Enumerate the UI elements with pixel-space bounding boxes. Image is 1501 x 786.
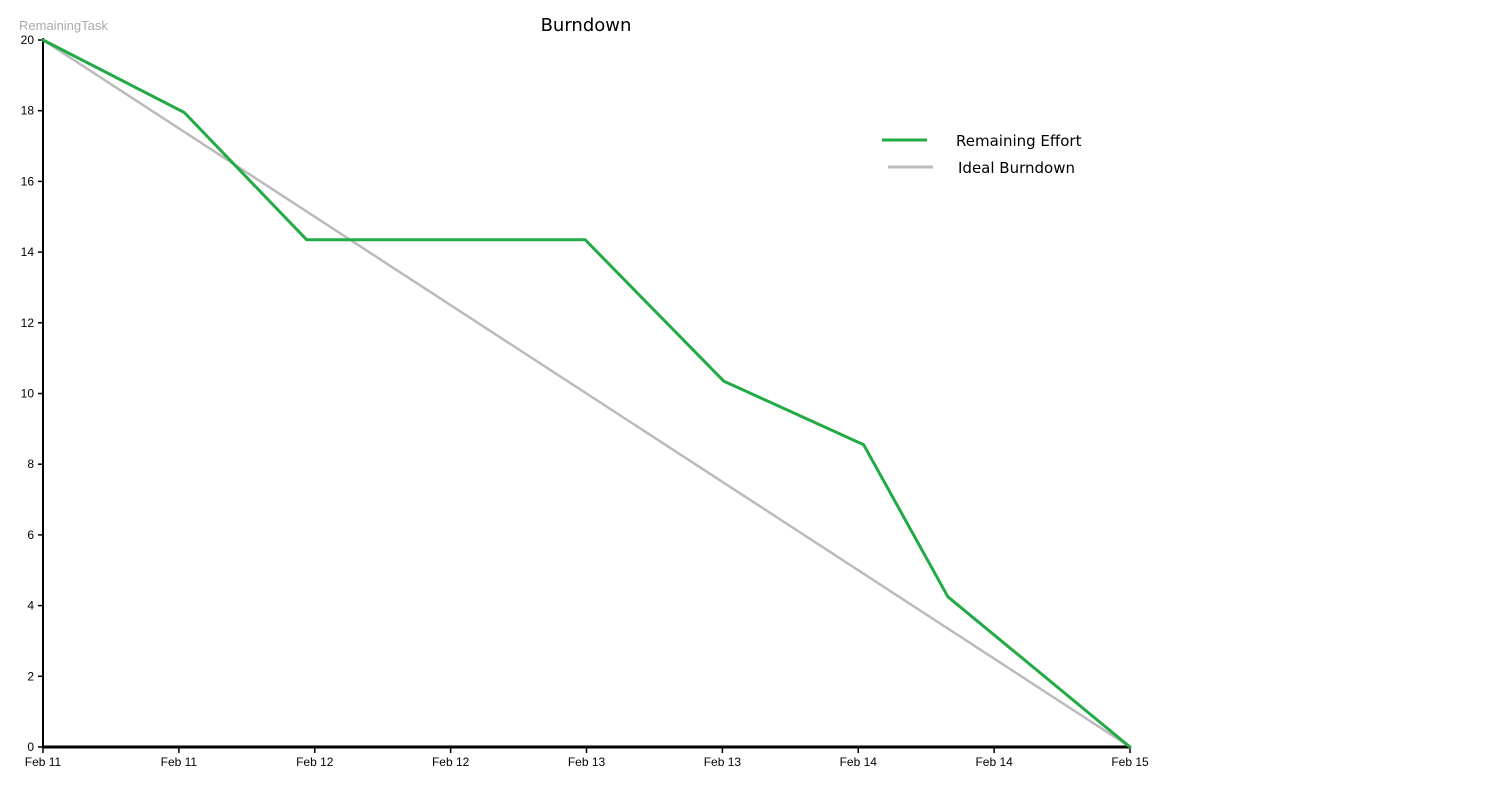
y-axis-label: RemainingTask xyxy=(19,18,108,33)
series-layer xyxy=(41,38,1132,749)
series-line-ideal-burndown xyxy=(41,38,1132,749)
x-tick-label: Feb 13 xyxy=(568,755,606,769)
y-tick-label: 10 xyxy=(21,387,35,401)
x-tick-label: Feb 14 xyxy=(975,755,1013,769)
x-tick-label: Feb 11 xyxy=(25,755,62,769)
y-tick-label: 6 xyxy=(27,528,34,542)
y-tick-label: 0 xyxy=(27,740,34,754)
y-tick-label: 2 xyxy=(27,669,34,683)
x-tick-label: Feb 12 xyxy=(432,755,470,769)
legend: Remaining Effort Ideal Burndown xyxy=(882,132,1082,177)
y-tick-label: 12 xyxy=(21,316,35,330)
series-line-remaining-effort xyxy=(41,38,1132,749)
y-tick-label: 16 xyxy=(21,174,35,188)
x-tick-label: Feb 12 xyxy=(296,755,334,769)
y-tick-label: 18 xyxy=(21,104,35,118)
y-tick-label: 14 xyxy=(21,245,35,259)
y-tick-label: 4 xyxy=(27,599,34,613)
legend-label-remaining-effort: Remaining Effort xyxy=(956,132,1082,150)
y-tick-label: 8 xyxy=(27,457,34,471)
x-tick-label: Feb 15 xyxy=(1111,755,1149,769)
x-tick-label: Feb 11 xyxy=(161,755,198,769)
y-tick-label: 20 xyxy=(21,33,35,47)
x-tick-label: Feb 13 xyxy=(704,755,742,769)
x-tick-label: Feb 14 xyxy=(840,755,878,769)
legend-label-ideal-burndown: Ideal Burndown xyxy=(958,159,1075,177)
chart-title: Burndown xyxy=(541,15,632,36)
